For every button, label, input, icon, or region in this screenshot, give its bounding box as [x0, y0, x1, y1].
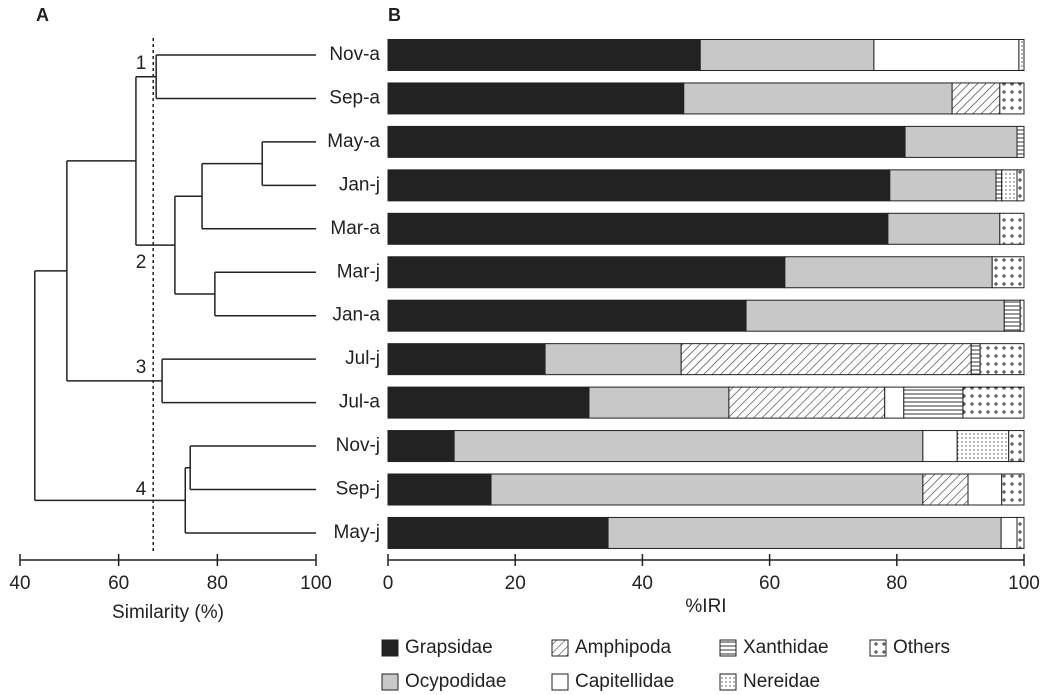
bar-segment [999, 212, 1025, 245]
legend-label: Others [893, 637, 950, 658]
bar-segment [387, 125, 906, 158]
bar-segment [699, 39, 875, 71]
bar-segment [387, 386, 590, 419]
bar-segment [453, 430, 924, 463]
bar-segment [979, 343, 1025, 376]
category-label: Jan-a [332, 305, 380, 326]
legend-swatch [551, 639, 569, 657]
bar-segment [991, 256, 1025, 289]
bar-segment [607, 516, 1002, 549]
bar-segment [683, 82, 953, 115]
category-label: May-j [334, 522, 380, 543]
x-tick-label: 40 [632, 573, 653, 594]
legend-label: Xanthidae [743, 637, 829, 658]
category-label: Jan-j [339, 174, 380, 195]
legend-swatch [869, 639, 887, 657]
bar-segment [1000, 516, 1018, 549]
bar-segment [995, 169, 1003, 202]
bar-segment [962, 386, 1025, 419]
bar-segment [922, 473, 969, 506]
panel-label: A [36, 5, 49, 25]
cluster-label: 4 [136, 479, 147, 500]
bar-segment [967, 473, 1003, 506]
legend-label: Grapsidae [405, 637, 493, 658]
legend-swatch [381, 673, 399, 691]
category-label: May-a [327, 131, 380, 152]
bar-segment [387, 516, 609, 549]
legend-swatch [719, 673, 737, 691]
cluster-label: 2 [136, 252, 147, 273]
bar-segment [784, 256, 993, 289]
bar-segment [387, 473, 492, 506]
bar-segment [387, 256, 786, 289]
category-label: Nov-j [336, 435, 380, 456]
bar-segment [1008, 430, 1025, 463]
x-tick-label: 80 [886, 573, 907, 594]
bar-segment [1019, 299, 1025, 332]
bar-segment [387, 39, 701, 71]
x-tick-label: 60 [108, 573, 129, 594]
x-axis-title: %IRI [685, 596, 726, 617]
legend-label: Ocypodidae [405, 671, 506, 692]
category-label: Sep-a [329, 87, 380, 108]
bar-segment [884, 386, 905, 419]
bar-segment [490, 473, 924, 506]
bar-segment [1001, 473, 1025, 506]
x-tick-label: 20 [505, 573, 526, 594]
bar-segment [1003, 299, 1021, 332]
bar-segment [544, 343, 682, 376]
bar-segment [873, 39, 1020, 71]
bar-segment [889, 169, 997, 202]
x-tick-label: 40 [9, 573, 30, 594]
bar-segment [387, 343, 546, 376]
x-axis-title: Similarity (%) [112, 602, 224, 623]
bar-segment [956, 430, 1010, 463]
bar-segment [588, 386, 730, 419]
legend-swatch [719, 639, 737, 657]
bar-segment [1001, 169, 1018, 202]
x-tick-label: 0 [383, 573, 394, 594]
x-tick-label: 80 [207, 573, 228, 594]
panel-label: B [388, 5, 401, 25]
bar-segment [904, 125, 1018, 158]
category-label: Nov-a [329, 44, 380, 65]
legend-swatch [551, 673, 569, 691]
legend-label: Nereidae [743, 671, 820, 692]
legend-label: Capitellidae [575, 671, 674, 692]
bar-segment [1016, 125, 1025, 158]
x-tick-label: 100 [300, 573, 332, 594]
category-label: Jul-j [345, 348, 380, 369]
bar-segment [1016, 516, 1025, 549]
x-tick-label: 100 [1008, 573, 1040, 594]
bar-segment [387, 212, 889, 245]
bar-segment [951, 82, 1001, 115]
bar-segment [1018, 39, 1025, 71]
bar-segment [387, 430, 455, 463]
bar-segment [1016, 169, 1025, 202]
bar-segment [970, 343, 981, 376]
bar-segment [387, 299, 747, 332]
category-label: Jul-a [339, 392, 381, 413]
cluster-label: 3 [136, 357, 147, 378]
bar-segment [745, 299, 1005, 332]
bar-segment [999, 82, 1025, 115]
cluster-label: 1 [136, 53, 147, 74]
bar-segment [680, 343, 972, 376]
legend-swatch [381, 639, 399, 657]
legend-label: Amphipoda [575, 637, 672, 658]
bar-segment [387, 82, 685, 115]
category-label: Mar-a [330, 218, 380, 239]
bar-segment [387, 169, 891, 202]
bar-segment [903, 386, 964, 419]
bar-segment [922, 430, 958, 463]
bar-segment [887, 212, 1001, 245]
category-label: Sep-j [336, 479, 380, 500]
bar-segment [728, 386, 886, 419]
category-label: Mar-j [337, 261, 380, 282]
x-tick-label: 60 [759, 573, 780, 594]
